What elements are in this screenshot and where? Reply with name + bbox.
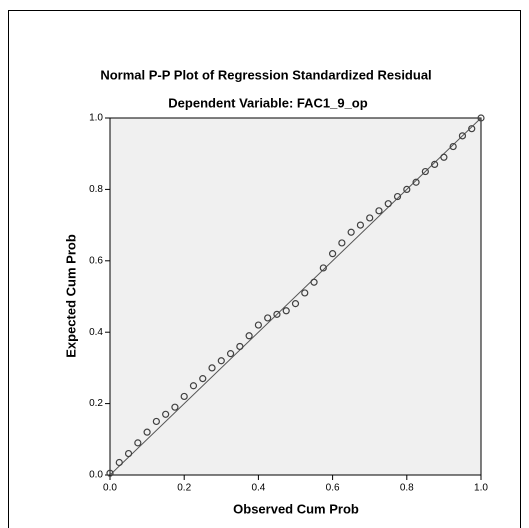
point bbox=[477, 114, 485, 122]
point bbox=[329, 250, 337, 258]
point bbox=[384, 200, 392, 208]
point bbox=[440, 153, 448, 161]
point bbox=[115, 458, 123, 467]
point bbox=[236, 342, 244, 351]
chart-subtitle: Dependent Variable: FAC1_9_op bbox=[168, 95, 367, 110]
point bbox=[356, 221, 365, 229]
point bbox=[310, 278, 318, 286]
y-tick-label: 0.2 bbox=[89, 398, 103, 409]
y-tick-label: 0.6 bbox=[89, 255, 103, 266]
point bbox=[366, 214, 374, 222]
point bbox=[291, 300, 300, 308]
point bbox=[245, 332, 253, 340]
point bbox=[403, 185, 411, 193]
point bbox=[412, 178, 420, 186]
point bbox=[106, 469, 114, 477]
y-tick-label: 1.0 bbox=[89, 113, 103, 124]
x-tick-label: 0.2 bbox=[177, 483, 191, 494]
x-axis-label: Observed Cum Prob bbox=[233, 501, 359, 516]
point bbox=[152, 417, 160, 426]
point bbox=[338, 239, 346, 247]
point bbox=[254, 321, 262, 329]
point bbox=[301, 289, 309, 297]
point bbox=[458, 132, 467, 140]
point bbox=[431, 160, 439, 169]
x-tick-label: 0.0 bbox=[103, 483, 117, 494]
y-tick-label: 0.4 bbox=[89, 327, 103, 338]
x-tick-label: 1.0 bbox=[474, 483, 488, 494]
point bbox=[273, 310, 281, 318]
point bbox=[134, 439, 142, 447]
reference-line bbox=[109, 117, 482, 476]
point bbox=[393, 192, 402, 201]
point bbox=[217, 357, 225, 365]
point bbox=[468, 125, 476, 133]
point bbox=[189, 382, 198, 390]
point bbox=[199, 375, 207, 383]
point bbox=[226, 350, 235, 358]
point bbox=[143, 428, 151, 436]
y-tick-label: 0.0 bbox=[89, 470, 103, 481]
chart-title: Normal P-P Plot of Regression Standardiz… bbox=[100, 67, 431, 82]
x-tick-label: 0.4 bbox=[251, 483, 265, 494]
point bbox=[208, 364, 216, 372]
point bbox=[180, 392, 188, 401]
point bbox=[171, 403, 179, 411]
point bbox=[282, 307, 290, 315]
y-axis-label: Expected Cum Prob bbox=[63, 234, 78, 358]
point bbox=[319, 264, 327, 272]
point bbox=[347, 228, 355, 236]
point bbox=[162, 410, 170, 418]
point bbox=[449, 142, 457, 151]
point bbox=[421, 167, 429, 176]
point bbox=[124, 449, 133, 458]
point bbox=[264, 314, 272, 322]
y-tick-label: 0.8 bbox=[89, 184, 103, 195]
point bbox=[375, 207, 383, 215]
x-tick-label: 0.8 bbox=[400, 483, 414, 494]
x-tick-label: 0.6 bbox=[326, 483, 340, 494]
